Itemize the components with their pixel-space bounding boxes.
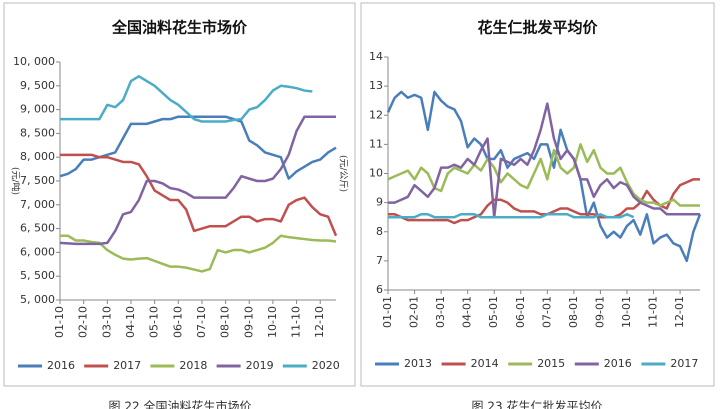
- series-line: [388, 102, 700, 219]
- y-tick-label: 14: [369, 50, 383, 63]
- chart-title: 全国油料花生市场价: [111, 19, 248, 37]
- x-tick-label: 05-10: [148, 306, 161, 338]
- series-line: [59, 115, 336, 246]
- y-tick-label: 6: [376, 283, 383, 296]
- series-line: [388, 213, 635, 219]
- x-tick-label: 10-01: [620, 296, 633, 328]
- x-tick-label: 02-01: [408, 296, 421, 328]
- y-tick-label: 9, 000: [20, 103, 55, 116]
- x-tick-label: 01-01: [381, 296, 394, 328]
- x-tick-label: 03-01: [434, 296, 447, 328]
- series-line: [59, 115, 337, 180]
- x-tick-label: 09-10: [242, 306, 255, 338]
- legend-label: 2017: [113, 359, 141, 372]
- y-tick-label: 10, 000: [13, 55, 55, 68]
- series-line: [60, 234, 337, 273]
- x-tick-label: 12-01: [673, 296, 686, 328]
- x-tick-label: 08-01: [567, 296, 580, 328]
- y-axis-label: (元/公斤): [338, 155, 349, 192]
- caption: 图 23 花生仁批发平均价: [472, 399, 603, 409]
- x-tick-label: 08-10: [219, 306, 232, 338]
- legend-label: 2015: [537, 357, 565, 370]
- x-tick-label: 11-10: [290, 306, 303, 338]
- y-tick-label: 10: [369, 167, 383, 180]
- x-tick-label: 02-10: [77, 306, 90, 338]
- legend-label: 2020: [312, 359, 340, 372]
- y-tick-label: 12: [369, 108, 383, 121]
- right-frame: [360, 2, 715, 387]
- y-tick-label: 7, 000: [20, 198, 55, 211]
- x-tick-label: 07-10: [195, 306, 208, 338]
- y-tick-label: 7: [376, 254, 383, 267]
- x-tick-label: 04-10: [124, 306, 137, 338]
- legend-label: 2017: [670, 357, 698, 370]
- x-tick-label: 04-01: [461, 296, 474, 328]
- legend-label: 2016: [47, 359, 75, 372]
- legend-label: 2019: [246, 359, 274, 372]
- left-frame: [3, 2, 356, 387]
- legend-label: 2016: [604, 357, 632, 370]
- chart-title: 花生仁批发平均价: [477, 19, 598, 37]
- x-tick-label: 05-01: [487, 296, 500, 328]
- x-tick-label: 03-10: [100, 306, 113, 338]
- y-tick-label: 8, 000: [20, 150, 55, 163]
- legend-label: 2018: [179, 359, 207, 372]
- y-tick-label: 5, 500: [20, 269, 55, 282]
- y-tick-label: 6, 500: [20, 222, 55, 235]
- y-tick-label: 11: [369, 137, 383, 150]
- caption: 图 22 全国油料花生市场价: [109, 399, 252, 409]
- y-tick-label: 5, 000: [20, 293, 55, 306]
- x-tick-label: 09-01: [593, 296, 606, 328]
- y-tick-label: 9, 500: [20, 79, 55, 92]
- x-tick-label: 07-01: [540, 296, 553, 328]
- legend-label: 2014: [471, 357, 499, 370]
- x-tick-label: 12-10: [313, 306, 326, 338]
- x-tick-label: 10-10: [266, 306, 279, 338]
- y-tick-label: 9: [376, 196, 383, 209]
- series-line: [60, 75, 313, 123]
- series-line: [60, 153, 338, 237]
- legend-label: 2013: [404, 357, 432, 370]
- x-tick-label: 06-10: [171, 306, 184, 338]
- y-tick-label: 13: [369, 79, 383, 92]
- series-line: [388, 178, 700, 225]
- y-tick-label: 8: [376, 225, 383, 238]
- x-tick-label: 11-01: [647, 296, 660, 328]
- series-line: [386, 90, 702, 263]
- x-tick-label: 06-01: [514, 296, 527, 328]
- y-tick-label: 8, 500: [20, 126, 55, 139]
- series-line: [387, 143, 700, 207]
- y-axis-label: (元/吨): [10, 167, 22, 195]
- y-tick-label: 7, 500: [20, 174, 55, 187]
- y-tick-label: 6, 000: [20, 245, 55, 258]
- x-tick-label: 01-10: [53, 306, 66, 338]
